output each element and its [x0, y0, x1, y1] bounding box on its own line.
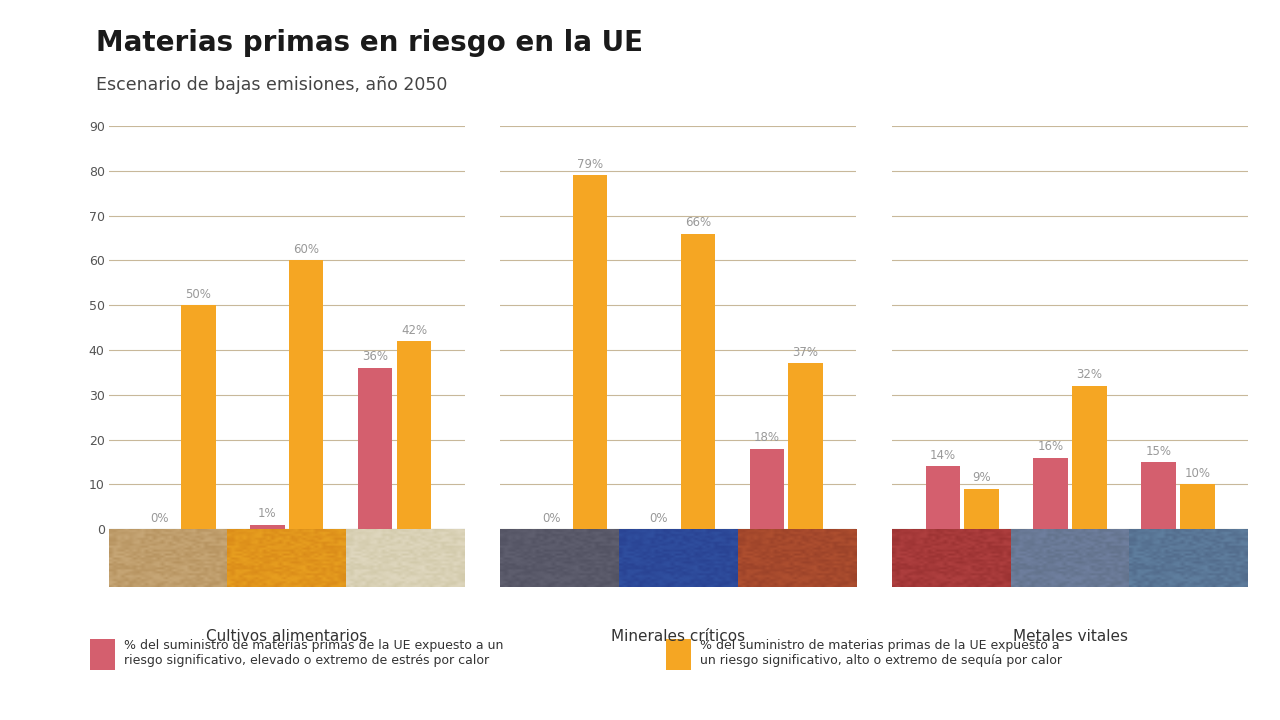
Bar — [1142, 462, 1176, 529]
Bar — [180, 305, 215, 529]
Text: 37%: 37% — [792, 346, 819, 359]
Text: 32%: 32% — [1076, 369, 1102, 382]
Bar — [788, 364, 823, 529]
Text: 60%: 60% — [293, 243, 319, 256]
Text: 9%: 9% — [973, 472, 991, 485]
Bar — [289, 261, 324, 529]
Text: 66%: 66% — [685, 216, 710, 229]
Text: Maíz: Maíz — [269, 597, 305, 612]
Text: Materias primas en riesgo en la UE: Materias primas en riesgo en la UE — [96, 29, 643, 57]
Bar — [1180, 485, 1215, 529]
Text: Arroz: Arroz — [385, 597, 425, 612]
Text: Litio: Litio — [544, 597, 576, 612]
Bar — [397, 341, 431, 529]
Text: 0%: 0% — [650, 512, 668, 525]
Text: Cultivos alimentarios: Cultivos alimentarios — [206, 629, 367, 644]
Text: 0%: 0% — [541, 512, 561, 525]
Bar — [681, 233, 716, 529]
Text: Metales vitales: Metales vitales — [1012, 629, 1128, 644]
Text: Cobre: Cobre — [774, 597, 819, 612]
Text: 15%: 15% — [1146, 444, 1171, 457]
Text: Cobalto: Cobalto — [649, 597, 708, 612]
Text: 16%: 16% — [1038, 440, 1064, 453]
Text: Bauxita: Bauxita — [923, 597, 980, 612]
Bar — [750, 449, 785, 529]
Text: 18%: 18% — [754, 431, 780, 444]
Text: Trigo: Trigo — [150, 597, 187, 612]
Text: 14%: 14% — [929, 449, 956, 462]
Text: Hierro: Hierro — [1047, 597, 1093, 612]
Text: 0%: 0% — [150, 512, 169, 525]
Bar — [572, 175, 607, 529]
Text: Escenario de bajas emisiones, año 2050: Escenario de bajas emisiones, año 2050 — [96, 76, 448, 94]
Bar — [1033, 457, 1068, 529]
Bar — [1073, 386, 1107, 529]
Text: % del suministro de materias primas de la UE expuesto a un
riesgo significativo,: % del suministro de materias primas de l… — [124, 639, 503, 667]
Bar — [358, 368, 393, 529]
Text: 36%: 36% — [362, 351, 388, 364]
Text: Zinc: Zinc — [1172, 597, 1204, 612]
Text: 50%: 50% — [186, 288, 211, 301]
Text: 42%: 42% — [401, 323, 428, 336]
Bar — [964, 489, 998, 529]
Text: Minerales críticos: Minerales críticos — [612, 629, 745, 644]
Text: 79%: 79% — [577, 158, 603, 171]
Text: % del suministro de materias primas de la UE expuesto a
un riesgo significativo,: % del suministro de materias primas de l… — [700, 639, 1062, 667]
Text: 1%: 1% — [259, 507, 276, 521]
Bar — [250, 525, 284, 529]
Bar — [925, 467, 960, 529]
Text: 10%: 10% — [1184, 467, 1211, 480]
